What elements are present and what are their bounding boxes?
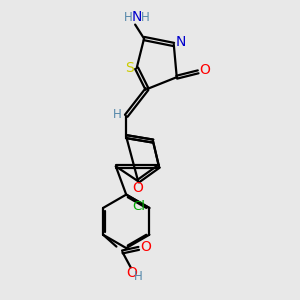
Text: O: O: [133, 181, 143, 195]
Text: N: N: [175, 35, 185, 49]
Text: Cl: Cl: [133, 200, 146, 213]
Text: H: H: [141, 11, 149, 24]
Text: O: O: [140, 240, 151, 254]
Text: H: H: [124, 11, 133, 24]
Text: O: O: [126, 266, 137, 280]
Text: H: H: [134, 270, 143, 283]
Text: O: O: [199, 63, 210, 77]
Text: S: S: [125, 61, 134, 75]
Text: N: N: [132, 10, 142, 24]
Text: H: H: [113, 108, 122, 121]
